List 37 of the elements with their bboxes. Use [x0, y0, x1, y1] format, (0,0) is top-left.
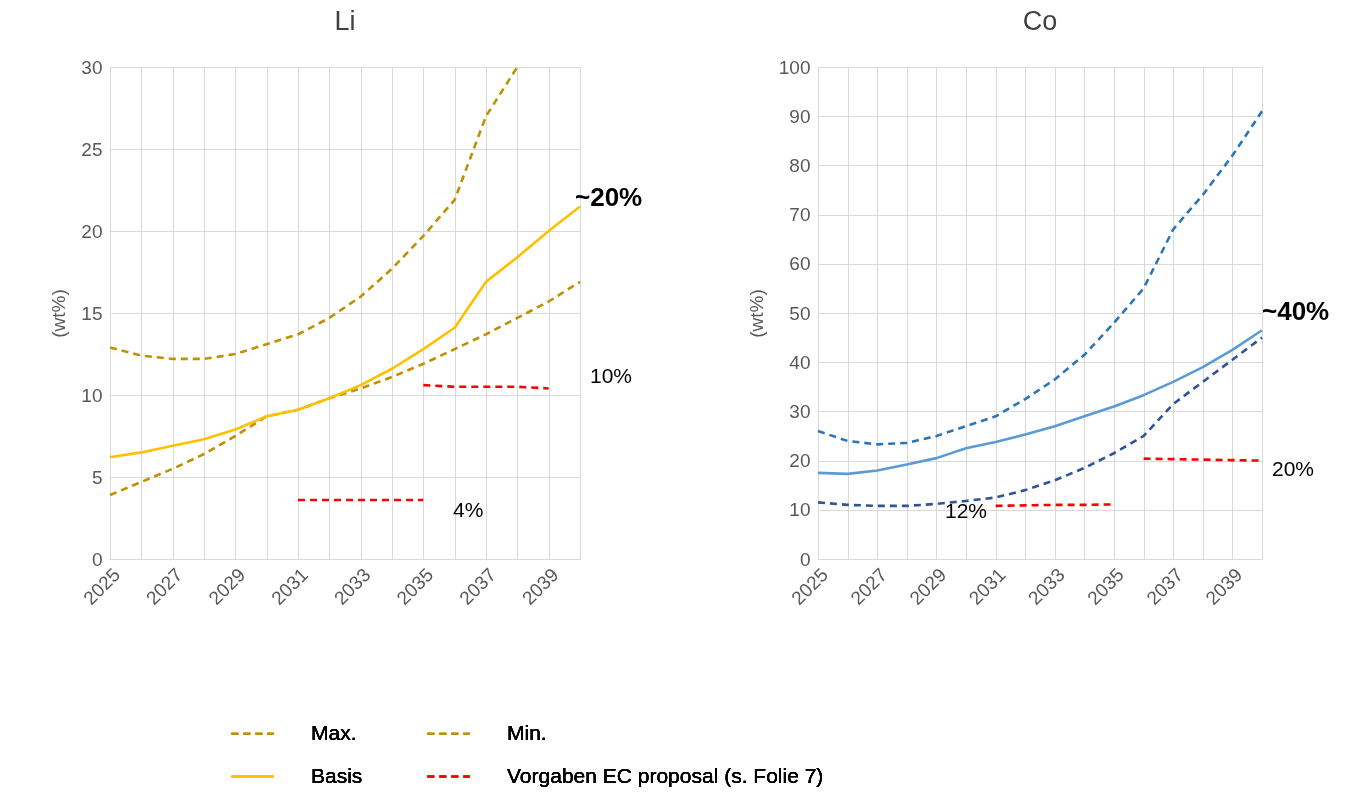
line-series — [816, 109, 1264, 446]
annotation: 12% — [945, 499, 988, 522]
legend-label: Vorgaben EC proposal (s. Folie 7) — [507, 763, 824, 787]
y-tick-label: 80 — [789, 154, 811, 176]
y-tick-label: 25 — [81, 138, 103, 160]
y-tick-label: 30 — [81, 56, 103, 78]
y-tick-label: 0 — [91, 548, 103, 570]
y-tick-label: 0 — [799, 548, 811, 570]
y-tick-label: 20 — [789, 450, 811, 472]
y-tick-label: 40 — [789, 351, 811, 373]
y-tick-label: 100 — [778, 56, 811, 78]
chart-title: Li — [334, 6, 356, 36]
annotation: ~40% — [1262, 296, 1330, 326]
y-tick-label: 10 — [789, 499, 811, 521]
text: 20% — [1272, 457, 1315, 480]
y-tick-label: 60 — [789, 253, 811, 275]
y-tick-label: 70 — [789, 204, 811, 226]
text: 10% — [590, 364, 633, 387]
annotation: 4% — [453, 498, 484, 521]
line-series — [108, 205, 582, 459]
y-tick-label: 10 — [81, 384, 103, 406]
line-series — [816, 328, 1264, 476]
legend-label: Max. — [311, 720, 357, 744]
legend-label: Min. — [507, 720, 547, 744]
y-tick-label: 5 — [91, 466, 103, 488]
chart-title: Co — [1022, 6, 1058, 36]
y-tick-label: 90 — [789, 105, 811, 127]
legend-label: Basis — [311, 763, 363, 787]
y-tick-label: 20 — [81, 220, 103, 242]
y-axis-title: (wt%) — [48, 289, 70, 338]
y-axis-title: (wt%) — [745, 289, 767, 338]
y-tick-label: 30 — [789, 400, 811, 422]
annotation: ~20% — [575, 182, 643, 212]
line-series — [108, 280, 582, 497]
y-tick-label: 50 — [789, 302, 811, 324]
y-tick-label: 15 — [81, 302, 103, 324]
line-series — [108, 65, 519, 361]
